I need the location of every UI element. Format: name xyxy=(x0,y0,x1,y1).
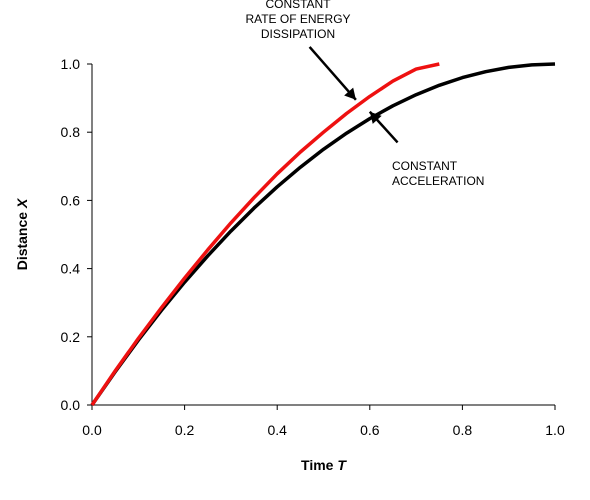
y-tick-label: 0.6 xyxy=(61,192,81,208)
annotation-label: CONSTANT RATE OF ENERGY DISSIPATION xyxy=(245,0,350,41)
x-tick-label: 0.2 xyxy=(175,422,195,438)
annotation-arrow-shaft xyxy=(308,46,357,101)
series-line-1 xyxy=(90,62,556,407)
y-tick-label: 0.4 xyxy=(61,261,81,277)
annotation-arrow-head xyxy=(369,111,382,124)
y-axis-title: Distance X xyxy=(14,197,30,270)
y-tick-label: 1.0 xyxy=(61,56,81,72)
annotation-line: CONSTANT xyxy=(265,0,331,11)
annotation-line: RATE OF ENERGY xyxy=(245,12,350,26)
series-line-2 xyxy=(90,62,440,406)
annotation-line: DISSIPATION xyxy=(261,27,335,41)
y-axis-variable: X xyxy=(14,197,30,209)
y-tick-label: 0.0 xyxy=(61,397,81,413)
series-layer xyxy=(90,62,556,407)
annotation-line: CONSTANT xyxy=(392,159,458,173)
x-axis-label: Time xyxy=(301,457,334,473)
x-axis-title: Time T xyxy=(301,457,347,473)
y-tick-label: 0.8 xyxy=(61,124,81,140)
x-tick-label: 1.0 xyxy=(545,422,565,438)
x-tick-label: 0.0 xyxy=(82,422,102,438)
x-tick-label: 0.8 xyxy=(453,422,473,438)
x-axis-variable: T xyxy=(337,457,347,473)
y-tick-label: 0.2 xyxy=(61,329,81,345)
x-tick-label: 0.4 xyxy=(267,422,287,438)
annotation-arrow-head xyxy=(344,87,356,100)
axes-layer: 0.0 0.2 0.4 0.6 0.8 1.0 0.0 0.2 0.4 0.6 0.8 1.0 xyxy=(61,56,565,438)
annotation-line: ACCELERATION xyxy=(392,174,484,188)
annotation-label: CONSTANT ACCELERATION xyxy=(392,159,484,188)
x-tick-label: 0.6 xyxy=(360,422,380,438)
y-axis-label: Distance xyxy=(14,212,30,271)
annotation-layer: CONSTANT RATE OF ENERGY DISSIPATIONCONSTAN… xyxy=(245,0,484,188)
